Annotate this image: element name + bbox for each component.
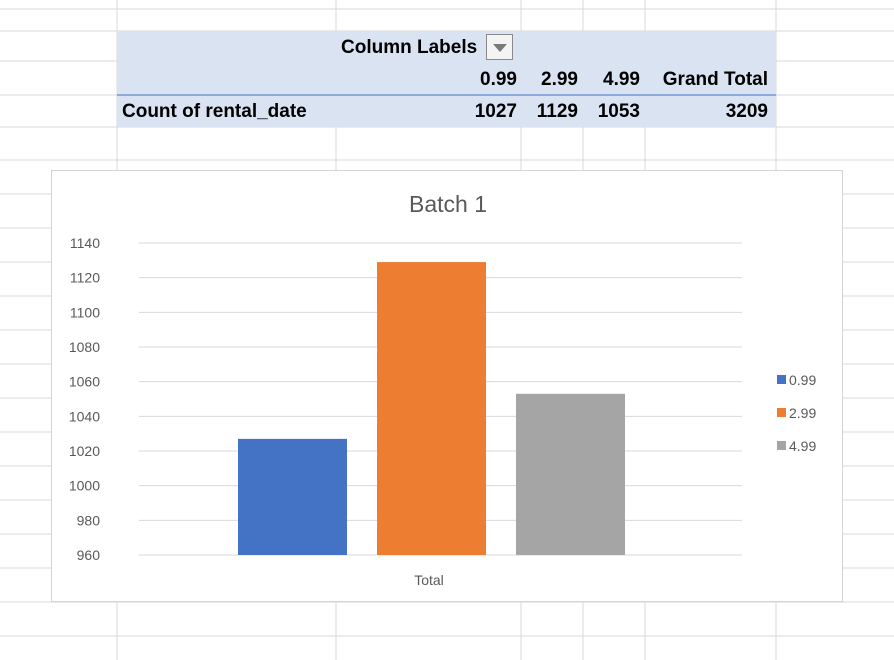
legend-swatch-0.99 [777, 375, 786, 384]
y-tick-label: 1000 [69, 478, 100, 494]
legend-swatch-2.99 [777, 408, 786, 417]
column-labels-header: Column Labels [341, 37, 478, 58]
column-header-0.99[interactable]: 0.99 [480, 69, 517, 90]
y-axis: 960 980 1000 1020 1040 1060 1080 1100 1120 1140 [69, 235, 100, 563]
y-tick-label: 1040 [69, 408, 100, 424]
legend-label-4.99: 4.99 [789, 438, 816, 454]
y-tick-label: 960 [77, 547, 101, 563]
bar-2.99[interactable] [377, 262, 486, 555]
y-tick-label: 1080 [69, 339, 100, 355]
bars [238, 262, 625, 555]
y-tick-label: 1060 [69, 374, 100, 390]
row-label-count-of-rental-date[interactable]: Count of rental_date [122, 101, 307, 122]
value-grand-total[interactable]: 3209 [725, 101, 768, 122]
y-tick-label: 1100 [70, 304, 100, 320]
x-tick-label: Total [414, 572, 444, 588]
bar-0.99[interactable] [238, 438, 347, 555]
value-0.99[interactable]: 1027 [474, 101, 517, 122]
y-tick-label: 1140 [70, 235, 100, 251]
pivot-header-divider [117, 94, 776, 96]
y-tick-label: 1020 [69, 443, 100, 459]
column-header-4.99[interactable]: 4.99 [603, 69, 640, 90]
y-tick-label: 1120 [70, 270, 100, 286]
legend-label-0.99: 0.99 [789, 372, 816, 388]
column-header-grand-total[interactable]: Grand Total [662, 69, 768, 90]
value-2.99[interactable]: 1129 [536, 101, 578, 122]
bar-4.99[interactable] [516, 393, 625, 555]
chart-title: Batch 1 [409, 191, 487, 217]
y-tick-label: 980 [77, 512, 101, 528]
value-4.99[interactable]: 1053 [597, 101, 640, 122]
legend-label-2.99: 2.99 [789, 405, 816, 421]
column-filter-dropdown-button[interactable] [486, 34, 513, 60]
legend: 0.99 2.99 4.99 [777, 372, 816, 454]
chart-area[interactable]: Batch 1 960 980 1000 1020 1040 1060 1080 1100 11… [51, 170, 843, 602]
legend-swatch-4.99 [777, 441, 786, 450]
column-header-2.99[interactable]: 2.99 [541, 69, 578, 90]
chevron-down-icon [493, 44, 507, 52]
pivot-table: Column Labels 0.99 2.99 4.99 Grand Total… [117, 31, 776, 127]
bar-chart: Batch 1 960 980 1000 1020 1040 1060 1080 1100 11… [69, 191, 817, 588]
